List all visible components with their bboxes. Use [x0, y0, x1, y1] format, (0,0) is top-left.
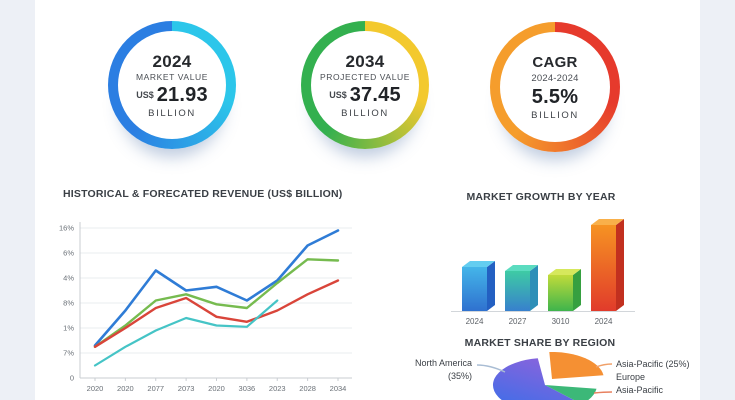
pie-label-line: North America: [414, 358, 472, 368]
stat-unit: BILLION: [531, 110, 579, 121]
stat-circle-inner: 2034 PROJECTED VALUE US$ 37.45 BILLION: [311, 31, 419, 139]
line-series-blue: [93, 229, 340, 347]
x-axis-label: 2023: [269, 384, 286, 393]
x-axis-label: 2073: [178, 384, 195, 393]
pie-slice-north-america: [493, 358, 574, 400]
stat-caption: PROJECTED VALUE: [319, 71, 411, 82]
pie-label-north-america: North America (35%): [395, 357, 472, 383]
stat-caption: MARKET VALUE: [135, 71, 209, 82]
x-axis-label: 2020: [117, 384, 134, 393]
stat-year: CAGR: [532, 54, 578, 71]
bar-top: [548, 269, 581, 275]
bar-category-label: 2024: [595, 317, 613, 326]
currency-prefix: US$: [136, 90, 154, 100]
bar-side: [530, 265, 538, 311]
stat-circle-inner: CAGR 2024-2024 5.5% BILLION: [500, 32, 610, 142]
bar-top: [591, 219, 624, 225]
bar-category-label: 3010: [552, 317, 570, 326]
y-axis-label: 1%: [63, 324, 74, 333]
stat-value: 5.5%: [531, 86, 579, 108]
stat-caption: 2024-2024: [531, 73, 579, 84]
stat-value-row: US$ 21.93: [136, 83, 208, 106]
pie-chart-title: MARKET SHARE BY REGION: [464, 337, 616, 349]
pie-connector-left: [476, 364, 506, 373]
line-series-green: [93, 258, 340, 349]
pie-labels-right: Asia-Pacific (25%) Europe Asia-Pacific: [616, 358, 726, 397]
stat-value: 21.93: [156, 83, 208, 106]
market-growth-bar-chart: 2024 2027 3010 2024: [451, 219, 635, 326]
x-axis-label: 2028: [299, 384, 316, 393]
bar-side: [573, 269, 581, 311]
stat-circle-inner: 2024 MARKET VALUE US$ 21.93 BILLION: [118, 31, 226, 139]
line-series-teal: [93, 299, 279, 367]
y-axis-label: 7%: [63, 349, 74, 358]
line-series-red: [93, 279, 340, 349]
bar-top: [462, 261, 495, 267]
bar-2024: [591, 225, 616, 311]
stat-year: 2024: [152, 51, 192, 71]
x-axis-label: 2034: [330, 384, 347, 393]
y-axis-label: 4%: [63, 274, 74, 283]
pie-label-europe: Europe: [616, 372, 646, 382]
bar-2027: [505, 271, 530, 311]
bar-side: [487, 261, 495, 311]
pie-slice-asia-pacific: [549, 352, 604, 379]
pie-label-asia-pacific: Asia-Pacific: [616, 385, 664, 395]
y-axis-label: 0: [70, 374, 74, 383]
y-axis-label: 16%: [59, 224, 74, 233]
bar-top: [505, 265, 538, 271]
x-axis-label: 2077: [147, 384, 164, 393]
pie-connector-right-top: [595, 363, 613, 368]
stat-circle-projected-value-2034: 2034 PROJECTED VALUE US$ 37.45 BILLION: [301, 21, 429, 149]
stat-year: 2034: [345, 51, 385, 71]
bar-3010: [548, 275, 573, 311]
x-axis-label: 2020: [87, 384, 104, 393]
y-axis-label: 6%: [63, 249, 74, 258]
currency-prefix: US$: [329, 90, 347, 100]
stat-value-row: 5.5%: [532, 87, 578, 108]
pie-slice-green: [545, 385, 597, 400]
bar-chart-title: MARKET GROWTH BY YEAR: [466, 191, 616, 203]
bar-category-label: 2027: [509, 317, 527, 326]
stat-circle-market-value-2024: 2024 MARKET VALUE US$ 21.93 BILLION: [108, 21, 236, 149]
stat-circle-cagr: CAGR 2024-2024 5.5% BILLION: [490, 22, 620, 152]
pie-label-line: (35%): [447, 371, 472, 381]
pie-label-asia-pacific-25: Asia-Pacific (25%): [616, 359, 690, 369]
stat-value: 37.45: [349, 83, 401, 106]
market-share-pie-chart: [476, 352, 613, 400]
revenue-line-chart: 16% 6% 4% 8% 1% 7% 0 2020 2020 2077 2073 2020 3036 20…: [59, 222, 352, 393]
stat-unit: BILLION: [148, 107, 196, 119]
x-axis-label: 3036: [239, 384, 256, 393]
stat-value-row: US$ 37.45: [329, 83, 401, 106]
bar-side: [616, 219, 624, 311]
line-chart-title: HISTORICAL & FORECATED REVENUE (US$ BILL…: [63, 188, 343, 200]
y-axis-label: 8%: [63, 299, 74, 308]
stat-unit: BILLION: [341, 107, 389, 119]
x-axis-label: 2020: [208, 384, 225, 393]
bar-category-label: 2024: [466, 317, 484, 326]
pie-connector-right-bottom: [593, 391, 613, 394]
bar-2024: [462, 267, 487, 311]
